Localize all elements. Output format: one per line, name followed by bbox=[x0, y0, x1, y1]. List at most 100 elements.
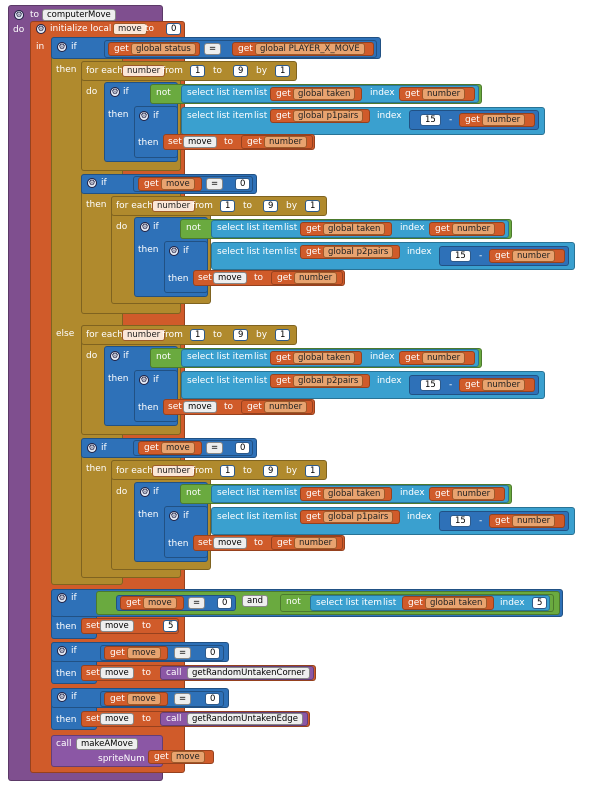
call-make-move-name[interactable]: makeAMove bbox=[76, 738, 138, 750]
get-number-1c-var[interactable]: number bbox=[264, 136, 308, 148]
get-p1pairs-1-var[interactable]: global p1pairs bbox=[293, 110, 364, 122]
get-taken-center-var[interactable]: global taken bbox=[425, 597, 488, 609]
get-move-corner-var[interactable]: move bbox=[127, 647, 161, 659]
get-p1pairs-4-var[interactable]: global p1pairs bbox=[323, 511, 394, 523]
eq-move0-3-op[interactable]: = bbox=[188, 597, 206, 609]
select-p2pairs-3-index: index bbox=[377, 376, 402, 386]
get-number-3b-var[interactable]: number bbox=[482, 379, 526, 391]
set-move-3-var[interactable]: move bbox=[183, 401, 217, 413]
get-taken-2-var[interactable]: global taken bbox=[323, 223, 386, 235]
foreach-2-to-val[interactable]: 9 bbox=[263, 200, 279, 212]
set-move-edge-var[interactable]: move bbox=[100, 713, 134, 725]
call-edge-name[interactable]: getRandomUntakenEdge bbox=[187, 713, 303, 725]
foreach-3-var[interactable]: number bbox=[122, 329, 166, 341]
get-number-4a-var[interactable]: number bbox=[452, 488, 496, 500]
set-move-4-var[interactable]: move bbox=[213, 537, 247, 549]
foreach-1-label: for each bbox=[86, 66, 123, 76]
foreach-4-to-val[interactable]: 9 bbox=[263, 465, 279, 477]
init-gear-icon[interactable]: ⚙ bbox=[36, 24, 46, 34]
foreach-4-from-val[interactable]: 1 bbox=[220, 465, 236, 477]
and-op[interactable]: and bbox=[242, 595, 268, 607]
if-p1pairs-1-gear-icon[interactable]: ⚙ bbox=[139, 111, 149, 121]
get-move-3-var[interactable]: move bbox=[143, 597, 177, 609]
select-center-five[interactable]: 5 bbox=[532, 597, 548, 609]
get-taken-3-var[interactable]: global taken bbox=[293, 352, 356, 364]
eq-edge-op[interactable]: = bbox=[174, 693, 192, 705]
minus-3-fifteen[interactable]: 15 bbox=[420, 379, 441, 391]
call-corner-name[interactable]: getRandomUntakenCorner bbox=[187, 667, 311, 679]
get-move-1-get: get bbox=[144, 179, 159, 189]
minus-1-fifteen[interactable]: 15 bbox=[420, 114, 441, 126]
if-p2pairs-3-gear-icon[interactable]: ⚙ bbox=[139, 375, 149, 385]
get-taken-4-var[interactable]: global taken bbox=[323, 488, 386, 500]
init-value[interactable]: 0 bbox=[166, 23, 182, 35]
if-center-gear-icon[interactable]: ⚙ bbox=[57, 593, 67, 603]
set-move-corner-var[interactable]: move bbox=[100, 667, 134, 679]
foreach-4-var[interactable]: number bbox=[152, 465, 196, 477]
eq-move0-2-op[interactable]: = bbox=[206, 442, 224, 454]
if-move0-1-gear-icon[interactable]: ⚙ bbox=[87, 178, 97, 188]
get-p2pairs-2-var[interactable]: global p2pairs bbox=[323, 246, 394, 258]
foreach-4-by-val[interactable]: 1 bbox=[305, 465, 321, 477]
eq-corner-op[interactable]: = bbox=[174, 647, 192, 659]
eq-move0-2-zero[interactable]: 0 bbox=[235, 442, 251, 454]
get-p2pairs-3-var[interactable]: global p2pairs bbox=[293, 375, 364, 387]
select-p1pairs-1-index: index bbox=[377, 111, 402, 121]
get-number-2a-var[interactable]: number bbox=[452, 223, 496, 235]
if-p2pairs-2-gear-icon[interactable]: ⚙ bbox=[169, 246, 179, 256]
eq-move0-3-zero[interactable]: 0 bbox=[217, 597, 233, 609]
if-notaken-2-gear-icon[interactable]: ⚙ bbox=[140, 222, 150, 232]
set-move-2-var[interactable]: move bbox=[213, 272, 247, 284]
get-number-2b-var[interactable]: number bbox=[512, 250, 556, 262]
foreach-2-from-val[interactable]: 1 bbox=[220, 200, 236, 212]
eq-corner-zero[interactable]: 0 bbox=[205, 647, 221, 659]
get-number-3a-var[interactable]: number bbox=[422, 352, 466, 364]
if-notaken-1-gear-icon[interactable]: ⚙ bbox=[110, 87, 120, 97]
minus-2-fifteen[interactable]: 15 bbox=[450, 250, 471, 262]
foreach-1-to-val[interactable]: 9 bbox=[233, 65, 249, 77]
if-status-gear-icon[interactable]: ⚙ bbox=[57, 42, 67, 52]
get-move-arg-var[interactable]: move bbox=[171, 751, 205, 763]
get-move-1-var[interactable]: move bbox=[161, 178, 195, 190]
get-number-1b-var[interactable]: number bbox=[482, 114, 526, 126]
foreach-1-by-val[interactable]: 1 bbox=[275, 65, 291, 77]
foreach-3-by-val[interactable]: 1 bbox=[275, 329, 291, 341]
foreach-1-var[interactable]: number bbox=[122, 65, 166, 77]
status-eq-op[interactable]: = bbox=[204, 43, 222, 55]
eq-move0-1-zero[interactable]: 0 bbox=[235, 178, 251, 190]
init-var-name[interactable]: move bbox=[113, 23, 147, 35]
mutator-gear-icon[interactable]: ⚙ bbox=[14, 10, 24, 20]
if-p1pairs-4-gear-icon[interactable]: ⚙ bbox=[169, 511, 179, 521]
if-notaken-3-gear-icon[interactable]: ⚙ bbox=[110, 351, 120, 361]
foreach-2-var[interactable]: number bbox=[152, 200, 196, 212]
eq-edge-zero[interactable]: 0 bbox=[205, 693, 221, 705]
get-move-edge-var[interactable]: move bbox=[127, 693, 161, 705]
set-move-center-five[interactable]: 5 bbox=[163, 620, 179, 632]
get-number-4c-var[interactable]: number bbox=[294, 537, 338, 549]
get-number-1a-var[interactable]: number bbox=[422, 88, 466, 100]
if-move0-2-gear-icon[interactable]: ⚙ bbox=[87, 443, 97, 453]
get-taken-1-var[interactable]: global taken bbox=[293, 88, 356, 100]
foreach-2-by-val[interactable]: 1 bbox=[305, 200, 321, 212]
get-number-3c-var[interactable]: number bbox=[264, 401, 308, 413]
foreach-3-to-val[interactable]: 9 bbox=[233, 329, 249, 341]
minus-4-fifteen[interactable]: 15 bbox=[450, 515, 471, 527]
procedure-name-field[interactable]: computerMove bbox=[42, 9, 116, 21]
foreach-1-from-val[interactable]: 1 bbox=[190, 65, 206, 77]
get-player-x-var[interactable]: global PLAYER_X_MOVE bbox=[255, 43, 365, 55]
get-move-2-var[interactable]: move bbox=[161, 442, 195, 454]
if-edge-gear-icon[interactable]: ⚙ bbox=[57, 692, 67, 702]
set-move-center-var[interactable]: move bbox=[100, 620, 134, 632]
if-corner-gear-icon[interactable]: ⚙ bbox=[57, 646, 67, 656]
eq-move0-1-op[interactable]: = bbox=[206, 178, 224, 190]
get-number-4b-var[interactable]: number bbox=[512, 515, 556, 527]
foreach-3-from-val[interactable]: 1 bbox=[190, 329, 206, 341]
if-notaken-4-gear-icon[interactable]: ⚙ bbox=[140, 487, 150, 497]
set-move-1-var[interactable]: move bbox=[183, 136, 217, 148]
select-center-index: index bbox=[500, 598, 525, 608]
foreach-3-to: to bbox=[213, 330, 223, 340]
get-number-2c-var[interactable]: number bbox=[294, 272, 338, 284]
get-status-var[interactable]: global status bbox=[131, 43, 196, 55]
foreach-3-label: for each bbox=[86, 330, 123, 340]
